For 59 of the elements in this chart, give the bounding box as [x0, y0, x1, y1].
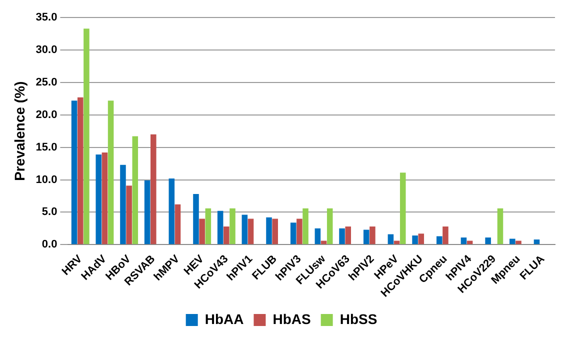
bar [442, 226, 448, 244]
bar [485, 238, 491, 244]
bar [144, 180, 150, 244]
y-tick-label: 15.0 [36, 141, 58, 154]
bar [290, 222, 296, 244]
bar [370, 226, 376, 244]
bar [320, 240, 327, 244]
bar [224, 226, 230, 244]
legend-label: HbAA [204, 310, 244, 327]
bar [230, 208, 236, 244]
y-axis-title: Prevalence (%) [11, 81, 28, 181]
bar [394, 240, 400, 244]
bar [400, 172, 406, 244]
bar [84, 28, 90, 244]
bar [314, 228, 321, 244]
bar [345, 226, 352, 244]
bar [326, 208, 333, 244]
y-tick-label: 35.0 [36, 12, 58, 24]
bar [460, 238, 467, 244]
y-tick-label: 0.0 [42, 238, 58, 251]
bar [120, 164, 126, 244]
bar [199, 218, 205, 244]
bar [102, 152, 108, 244]
bar [242, 214, 248, 244]
bar [248, 218, 254, 244]
bar [302, 208, 308, 244]
bar [96, 154, 102, 244]
bar [388, 234, 394, 244]
legend-label: HbAS [272, 310, 311, 327]
bar [108, 100, 114, 244]
y-tick-label: 10.0 [36, 174, 58, 186]
bar [205, 208, 212, 244]
bar [71, 100, 78, 244]
bar [272, 218, 278, 244]
y-tick-label: 20.0 [36, 108, 58, 121]
legend-label: HbSS [340, 310, 378, 327]
bar [168, 178, 175, 244]
bar [174, 204, 181, 244]
bar [418, 234, 424, 244]
bar [126, 186, 132, 244]
y-tick-label: 5.0 [42, 206, 58, 218]
bar [516, 240, 522, 244]
bar [363, 230, 370, 244]
bar [132, 136, 138, 244]
y-tick-label: 30.0 [36, 44, 58, 56]
bar [150, 134, 156, 244]
bar [266, 217, 272, 244]
bar [339, 228, 345, 244]
y-tick-label: 25.0 [36, 76, 58, 88]
bar [466, 240, 473, 244]
bar [510, 238, 516, 244]
bar [193, 194, 199, 244]
bar [296, 218, 302, 244]
bar [412, 236, 418, 244]
bar [497, 208, 504, 244]
bar [534, 239, 540, 244]
bar [217, 210, 224, 244]
bar [77, 97, 84, 244]
bar [436, 236, 442, 244]
